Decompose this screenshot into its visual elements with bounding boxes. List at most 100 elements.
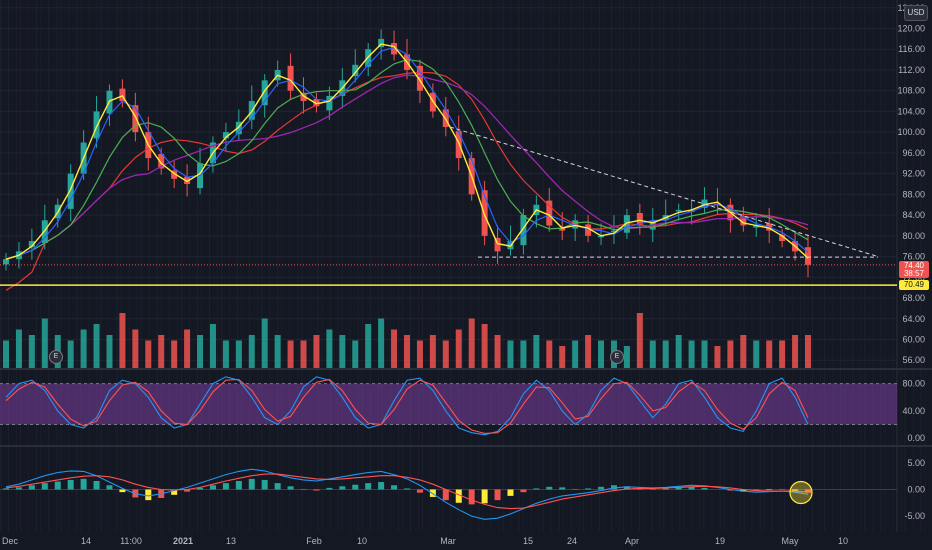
- macd-histogram-bar: [598, 486, 605, 490]
- candle-body: [235, 121, 242, 135]
- macd-histogram-bar: [326, 487, 333, 490]
- candle-body: [701, 199, 708, 208]
- volume-bar: [287, 340, 294, 368]
- grid-stripe: [691, 0, 693, 532]
- grid-stripe: [188, 0, 190, 532]
- grid-stripe: [48, 0, 50, 532]
- grid-stripe: [16, 0, 17, 532]
- earnings-marker[interactable]: E: [49, 350, 63, 364]
- grid-stripe: [68, 0, 70, 532]
- volume-bar: [119, 313, 126, 368]
- grid-stripe: [36, 0, 38, 532]
- candle-body: [300, 92, 307, 102]
- grid-stripe: [458, 0, 460, 532]
- grid-stripe: [180, 0, 182, 532]
- grid-stripe: [743, 0, 745, 532]
- grid-stripe: [759, 0, 761, 532]
- volume-bar: [598, 340, 605, 368]
- grid-stripe: [108, 0, 110, 532]
- macd-histogram-bar: [171, 489, 178, 495]
- volume-bar: [507, 340, 514, 368]
- volume-bar: [248, 335, 255, 368]
- grid-stripe: [281, 0, 283, 532]
- grid-stripe: [88, 0, 90, 532]
- grid-stripe: [799, 0, 801, 532]
- macd-histogram-bar: [184, 489, 191, 492]
- grid-stripe: [562, 0, 564, 532]
- level-price-tag: 70.49: [899, 280, 929, 290]
- grid-stripe: [611, 0, 612, 532]
- volume-bar: [805, 335, 811, 368]
- grid-stripe: [723, 0, 725, 532]
- candle-body: [740, 216, 747, 226]
- macd-histogram-bar: [391, 485, 398, 490]
- grid-stripe: [329, 0, 331, 532]
- grid-stripe: [699, 0, 701, 532]
- currency-badge[interactable]: USD: [904, 5, 928, 21]
- level-price-value: 70.49: [903, 280, 925, 289]
- grid-stripe: [217, 0, 218, 532]
- candle-body: [455, 131, 462, 159]
- stoch-band: [0, 383, 897, 425]
- time-axis-label: Dec: [2, 536, 19, 546]
- grid-stripe: [201, 0, 202, 532]
- candle-body: [171, 170, 178, 179]
- macd-histogram-bar: [572, 488, 579, 490]
- price-tick-label: 60.00: [902, 334, 925, 344]
- macd-histogram-bar: [623, 486, 630, 490]
- grid-stripe: [237, 0, 239, 532]
- volume-bar: [636, 313, 643, 368]
- grid-stripe: [812, 0, 813, 532]
- highlight-circle: [789, 480, 813, 505]
- candle-body: [28, 241, 35, 248]
- grid-stripe: [820, 0, 821, 532]
- time-axis-bg: [0, 532, 932, 550]
- price-tick-label: 96.00: [902, 148, 925, 158]
- grid-stripe: [209, 0, 210, 532]
- grid-stripe: [643, 0, 645, 532]
- last-price-value: 74.40: [903, 261, 925, 270]
- grid-stripe: [176, 0, 178, 532]
- candle-body: [3, 259, 9, 265]
- grid-stripe: [168, 0, 170, 532]
- macd-histogram-bar: [54, 481, 61, 490]
- grid-stripe: [530, 0, 532, 532]
- time-axis-label: 10: [838, 536, 848, 546]
- price-tick-label: 120.00: [897, 24, 925, 34]
- volume-bar: [209, 324, 216, 368]
- grid-stripe: [804, 0, 805, 532]
- grid-stripe: [482, 0, 484, 532]
- volume-bar: [520, 340, 527, 368]
- time-axis-label: 24: [567, 536, 577, 546]
- macd-histogram-bar: [274, 483, 281, 490]
- macd-histogram-bar: [67, 479, 74, 490]
- grid-stripe: [623, 0, 625, 532]
- candle-body: [352, 64, 359, 77]
- macd-histogram-bar: [585, 488, 592, 490]
- volume-bar: [779, 340, 786, 368]
- macd-histogram-bar: [494, 489, 501, 501]
- macd-histogram-bar: [352, 484, 359, 490]
- macd-histogram-bar: [209, 485, 216, 490]
- volume-bar: [416, 340, 423, 368]
- grid-stripe: [783, 0, 785, 532]
- stoch-d-line: [5, 378, 809, 434]
- grid-stripe: [100, 0, 102, 532]
- grid-stripe: [301, 0, 303, 532]
- grid-stripe: [751, 0, 753, 532]
- time-axis-label: 13: [226, 536, 236, 546]
- volume-bar: [623, 346, 630, 368]
- grid-stripe: [639, 0, 641, 532]
- price-tick-label: 88.00: [902, 189, 925, 199]
- grid-stripe: [60, 0, 62, 532]
- grid-stripe: [470, 0, 472, 532]
- grid-stripe: [410, 0, 411, 532]
- grid-stripe: [522, 0, 524, 532]
- candle-body: [520, 215, 527, 246]
- price-tick-label: 112.00: [898, 65, 925, 75]
- earnings-marker[interactable]: E: [610, 350, 624, 364]
- grid-stripe: [381, 0, 383, 532]
- macd-histogram-bar: [3, 488, 9, 490]
- time-axis-label: May: [781, 536, 799, 546]
